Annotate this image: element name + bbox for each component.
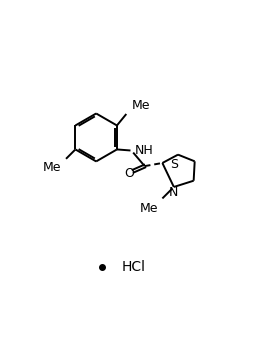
Text: HCl: HCl (121, 260, 145, 274)
Text: N: N (168, 186, 178, 199)
Text: S: S (170, 158, 178, 171)
Text: Me: Me (140, 201, 158, 215)
Text: O: O (125, 167, 134, 180)
Text: NH: NH (135, 144, 154, 157)
Text: Me: Me (42, 161, 61, 174)
Text: Me: Me (132, 99, 150, 112)
